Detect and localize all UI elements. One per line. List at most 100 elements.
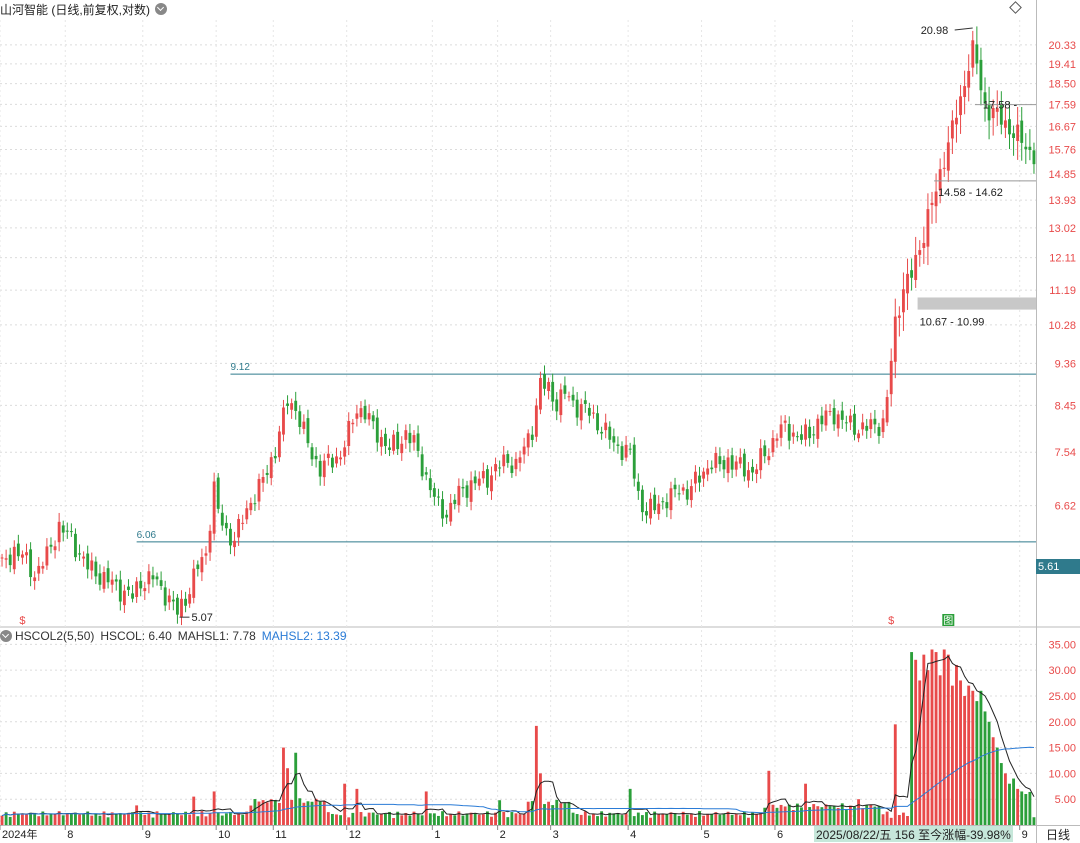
turnover-bar-down	[298, 798, 302, 825]
candle-down	[983, 92, 987, 104]
candle-down	[151, 575, 155, 580]
turnover-bar-down	[979, 690, 983, 825]
turnover-bar-up	[261, 800, 265, 825]
candle-up	[241, 522, 245, 524]
turnover-bar-down	[408, 815, 412, 825]
peak-annotation: 20.98	[921, 25, 949, 37]
candle-down	[485, 469, 489, 488]
turnover-bar-up	[122, 814, 126, 825]
candle-up	[277, 431, 281, 458]
turnover-bar-down	[653, 811, 657, 825]
candle-down	[596, 413, 599, 431]
turnover-bar-down	[808, 807, 812, 825]
turnover-bar-down	[787, 804, 791, 825]
candle-up	[775, 438, 779, 441]
candle-up	[326, 453, 330, 459]
turnover-bar-up	[885, 811, 889, 825]
candle-up	[889, 360, 893, 395]
candle-down	[396, 431, 400, 450]
turnover-bar-down	[294, 752, 298, 825]
candle-down	[645, 511, 648, 516]
candle-down	[1012, 133, 1015, 138]
candle-down	[812, 434, 816, 436]
candle-up	[747, 470, 750, 481]
turnover-bar-up	[861, 808, 865, 825]
turnover-bar-down	[775, 807, 779, 825]
turnover-bar-up	[135, 805, 139, 825]
turnover-bar-down	[1012, 778, 1015, 825]
candle-down	[1028, 146, 1032, 150]
turnover-bar-down	[698, 811, 701, 825]
turnover-bar-down	[832, 806, 836, 825]
candle-up	[681, 487, 685, 491]
turnover-bar-down	[151, 817, 155, 825]
candle-down	[65, 530, 69, 532]
candle-down	[640, 489, 644, 513]
dropdown-icon[interactable]	[155, 3, 167, 15]
turnover-bar-down	[371, 812, 375, 825]
turnover-bar-down	[159, 814, 163, 825]
turnover-bar-down	[196, 816, 200, 825]
turnover-bar-up	[738, 815, 742, 825]
price-tick-label: 6.62	[1055, 501, 1076, 513]
turnover-bar-up	[534, 725, 538, 825]
turnover-bar-up	[355, 788, 359, 825]
turnover-bar-down	[241, 814, 245, 825]
gap-annotation: 17.58 -	[983, 100, 1018, 112]
candle-up	[669, 488, 673, 511]
candle-up	[143, 588, 147, 592]
candle-up	[245, 508, 249, 520]
price-tick-label: 11.19	[1049, 285, 1076, 297]
candle-up	[12, 546, 16, 570]
candle-up	[457, 485, 461, 506]
turnover-bar-down	[543, 804, 546, 825]
turnover-bar-down	[616, 813, 620, 825]
candle-down	[632, 444, 636, 479]
turnover-bar-up	[237, 813, 241, 825]
candle-down	[159, 580, 163, 587]
turnover-bar-up	[624, 813, 628, 825]
candle-down	[445, 514, 449, 518]
candle-down	[583, 400, 587, 404]
candle-up	[885, 397, 889, 423]
candle-down	[314, 455, 318, 460]
turnover-bar-down	[388, 811, 391, 825]
candle-up	[290, 403, 294, 410]
turnover-bar-down	[530, 801, 534, 825]
candle-down	[853, 413, 856, 435]
candle-up	[918, 250, 922, 255]
turnover-bar-up	[747, 817, 750, 825]
candle-down	[16, 543, 20, 557]
turnover-bar-up	[208, 813, 212, 825]
turnover-bar-down	[844, 809, 848, 825]
turnover-bar-up	[143, 814, 147, 825]
turnover-bar-down	[632, 816, 636, 825]
candle-up	[339, 457, 343, 460]
candle-up	[942, 167, 946, 169]
candle-down	[461, 486, 465, 489]
candle-up	[200, 557, 204, 573]
turnover-bar-down	[1028, 791, 1032, 825]
candle-down	[506, 454, 510, 463]
candle-down	[612, 436, 616, 443]
turnover-bar-up	[347, 817, 351, 825]
indicator-dropdown-icon[interactable]	[0, 630, 12, 642]
candle-down	[987, 103, 991, 121]
turnover-bar-up	[816, 806, 820, 825]
turnover-bar-up	[592, 813, 595, 825]
turnover-bar-down	[485, 811, 489, 825]
period-button[interactable]: 日线	[1046, 828, 1071, 842]
time-tick-label: 8	[67, 829, 73, 841]
turnover-bar-up	[791, 810, 795, 825]
turnover-bar-down	[575, 814, 579, 825]
price-tick-label: 13.93	[1048, 195, 1076, 207]
candle-down	[543, 374, 546, 389]
turnover-bar-down	[118, 813, 122, 825]
price-tick-label: 17.59	[1048, 99, 1076, 111]
candle-up	[767, 456, 771, 461]
candle-down	[498, 467, 502, 469]
turnover-bar-down	[510, 812, 514, 825]
turnover-bar-up	[257, 801, 261, 825]
candle-down	[832, 408, 836, 425]
